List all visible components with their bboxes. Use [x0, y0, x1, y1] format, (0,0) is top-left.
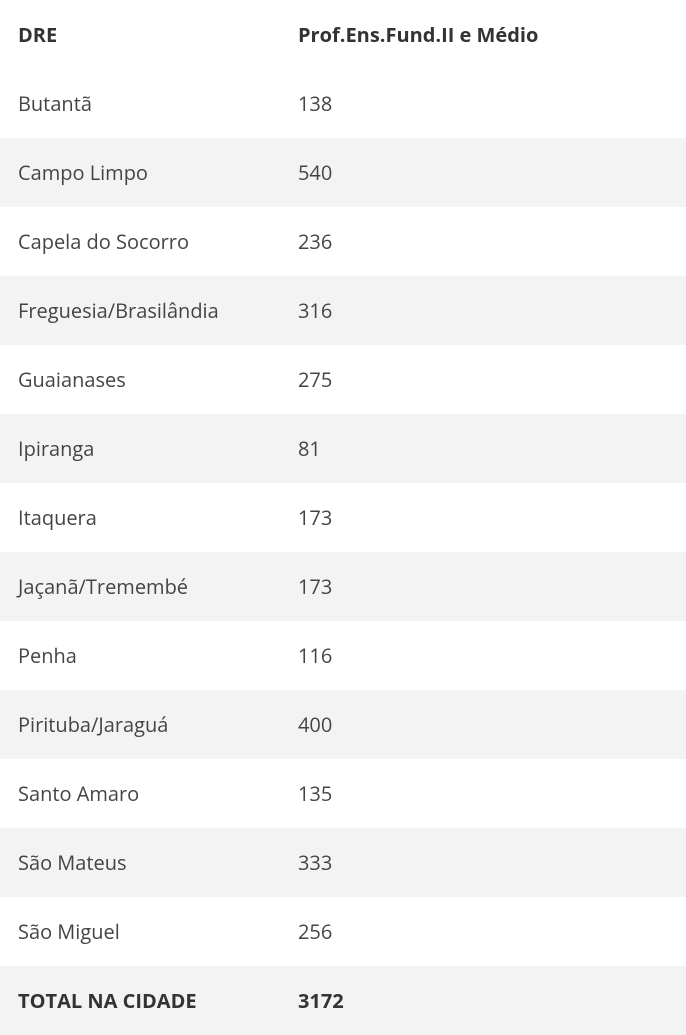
cell-dre: Campo Limpo [0, 138, 280, 207]
cell-value: 400 [280, 690, 686, 759]
cell-value: 540 [280, 138, 686, 207]
cell-dre: Penha [0, 621, 280, 690]
cell-dre: São Mateus [0, 828, 280, 897]
table-row: São Mateus 333 [0, 828, 686, 897]
cell-dre: Jaçanã/Tremembé [0, 552, 280, 621]
cell-value: 173 [280, 483, 686, 552]
cell-dre: Guaianases [0, 345, 280, 414]
cell-value: 236 [280, 207, 686, 276]
cell-value: 256 [280, 897, 686, 966]
table-row: Itaquera 173 [0, 483, 686, 552]
total-value: 3172 [280, 966, 686, 1035]
cell-dre: Capela do Socorro [0, 207, 280, 276]
table-row: Capela do Socorro 236 [0, 207, 686, 276]
cell-dre: Butantã [0, 69, 280, 138]
table-row: Guaianases 275 [0, 345, 686, 414]
table-row: Freguesia/Brasilândia 316 [0, 276, 686, 345]
table-row: São Miguel 256 [0, 897, 686, 966]
table-row: Jaçanã/Tremembé 173 [0, 552, 686, 621]
cell-value: 173 [280, 552, 686, 621]
cell-dre: Santo Amaro [0, 759, 280, 828]
table-row: Campo Limpo 540 [0, 138, 686, 207]
cell-dre: Itaquera [0, 483, 280, 552]
cell-value: 275 [280, 345, 686, 414]
table-row: Pirituba/Jaraguá 400 [0, 690, 686, 759]
cell-value: 135 [280, 759, 686, 828]
cell-dre: São Miguel [0, 897, 280, 966]
table-row: Ipiranga 81 [0, 414, 686, 483]
table-row: Penha 116 [0, 621, 686, 690]
cell-value: 81 [280, 414, 686, 483]
table-total-row: TOTAL NA CIDADE 3172 [0, 966, 686, 1035]
column-header-dre: DRE [0, 0, 280, 69]
table-row: Butantã 138 [0, 69, 686, 138]
cell-dre: Ipiranga [0, 414, 280, 483]
cell-dre: Pirituba/Jaraguá [0, 690, 280, 759]
total-label: TOTAL NA CIDADE [0, 966, 280, 1035]
table-row: Santo Amaro 135 [0, 759, 686, 828]
data-table: DRE Prof.Ens.Fund.II e Médio Butantã 138… [0, 0, 686, 1035]
cell-value: 138 [280, 69, 686, 138]
table-header-row: DRE Prof.Ens.Fund.II e Médio [0, 0, 686, 69]
column-header-value: Prof.Ens.Fund.II e Médio [280, 0, 686, 69]
cell-value: 316 [280, 276, 686, 345]
cell-value: 333 [280, 828, 686, 897]
cell-dre: Freguesia/Brasilândia [0, 276, 280, 345]
cell-value: 116 [280, 621, 686, 690]
